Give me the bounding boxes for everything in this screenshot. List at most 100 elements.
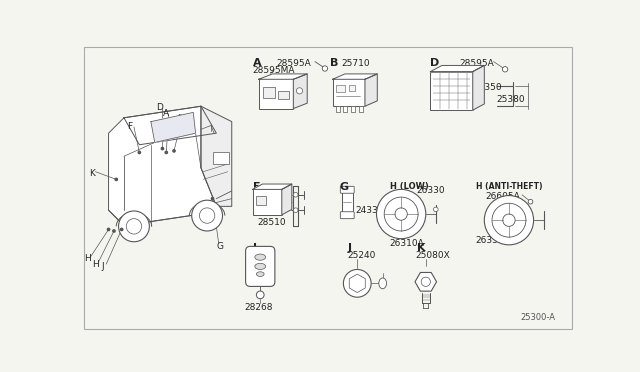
Circle shape [120, 228, 123, 231]
Bar [351, 106, 355, 112]
Polygon shape [415, 272, 436, 291]
Text: B: B [330, 58, 339, 68]
Polygon shape [109, 106, 216, 225]
Text: 25380: 25380 [496, 95, 525, 104]
Bar [253, 189, 282, 215]
Polygon shape [349, 274, 365, 293]
Bar [336, 85, 345, 92]
Circle shape [376, 189, 426, 239]
Circle shape [528, 199, 533, 204]
FancyBboxPatch shape [340, 186, 354, 193]
Circle shape [257, 291, 264, 299]
Text: 28510: 28510 [257, 218, 286, 227]
Polygon shape [259, 74, 307, 79]
Bar [255, 196, 266, 205]
Polygon shape [151, 112, 196, 142]
Text: J: J [102, 262, 104, 271]
Text: D: D [429, 58, 439, 68]
Polygon shape [253, 184, 292, 189]
Text: A: A [253, 58, 261, 68]
Bar [342, 191, 353, 214]
Polygon shape [365, 74, 378, 106]
Ellipse shape [257, 272, 264, 276]
Text: 25710: 25710 [341, 58, 370, 67]
Text: 26310A: 26310A [390, 239, 424, 248]
Circle shape [138, 151, 141, 154]
Text: F: F [127, 122, 132, 131]
Text: G: G [217, 242, 224, 251]
Circle shape [484, 196, 534, 245]
Text: K: K [90, 170, 95, 179]
Text: 25300-A: 25300-A [520, 313, 555, 322]
Circle shape [211, 198, 214, 200]
Circle shape [115, 178, 117, 180]
Circle shape [126, 219, 141, 234]
Circle shape [492, 203, 526, 237]
Bar [349, 85, 355, 91]
Polygon shape [201, 106, 232, 206]
Circle shape [395, 208, 407, 220]
Text: 26330M: 26330M [476, 235, 512, 245]
Bar [212, 153, 230, 164]
Text: 26605A: 26605A [486, 192, 520, 202]
Circle shape [113, 230, 115, 232]
Polygon shape [293, 74, 307, 109]
Text: 24330: 24330 [355, 206, 383, 215]
Text: D: D [156, 103, 163, 112]
Circle shape [293, 192, 298, 197]
Circle shape [351, 277, 364, 289]
Text: K: K [417, 243, 425, 253]
Bar [344, 106, 348, 112]
Bar [474, 87, 484, 101]
Circle shape [161, 147, 164, 150]
Text: H (ANTI-THEFT): H (ANTI-THEFT) [476, 182, 542, 191]
Circle shape [503, 214, 515, 226]
Bar [259, 79, 293, 109]
Text: G: G [340, 182, 349, 192]
Text: 28595A: 28595A [459, 58, 493, 67]
Circle shape [322, 66, 328, 71]
Text: 25350: 25350 [474, 83, 502, 92]
Circle shape [192, 200, 223, 231]
Text: H: H [84, 254, 91, 263]
Circle shape [165, 151, 168, 154]
Text: 28595MA: 28595MA [253, 66, 295, 75]
Polygon shape [333, 74, 378, 79]
Bar [278, 91, 289, 99]
Ellipse shape [255, 263, 266, 269]
Circle shape [293, 208, 298, 212]
Text: 25080X: 25080X [415, 251, 450, 260]
Text: J: J [348, 243, 351, 253]
Text: 25240: 25240 [348, 251, 376, 260]
Ellipse shape [379, 278, 387, 289]
Text: I: I [253, 243, 257, 253]
Circle shape [200, 208, 215, 223]
FancyBboxPatch shape [246, 246, 275, 286]
Ellipse shape [255, 254, 266, 260]
Circle shape [173, 150, 175, 152]
Bar [359, 106, 363, 112]
Circle shape [296, 88, 303, 94]
Text: B: B [177, 114, 183, 123]
Bar [262, 87, 275, 98]
Polygon shape [124, 106, 216, 145]
Text: H (LOW): H (LOW) [390, 182, 428, 191]
Text: 26330: 26330 [417, 186, 445, 195]
Bar [431, 71, 473, 110]
Bar [333, 79, 365, 106]
FancyBboxPatch shape [340, 212, 354, 219]
Text: F: F [253, 182, 260, 192]
Circle shape [108, 228, 109, 231]
Polygon shape [473, 65, 484, 110]
Polygon shape [431, 65, 484, 71]
Polygon shape [282, 184, 292, 215]
Circle shape [384, 197, 418, 231]
Circle shape [118, 211, 149, 242]
Text: 28595A: 28595A [276, 58, 311, 67]
Text: H: H [92, 260, 99, 269]
Circle shape [433, 207, 438, 212]
Bar [336, 106, 340, 112]
Circle shape [502, 67, 508, 72]
Text: A: A [163, 109, 170, 118]
Text: 28268: 28268 [244, 302, 273, 312]
